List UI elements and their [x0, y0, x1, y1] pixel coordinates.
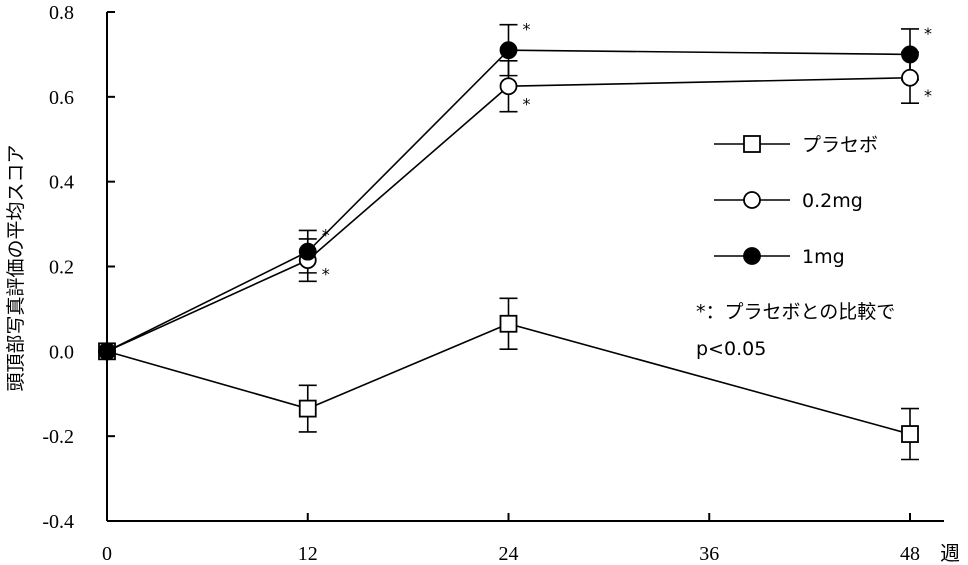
y-tick-label: 0.6	[49, 87, 74, 109]
x-axis-unit-label: 週	[940, 542, 960, 565]
legend-label: プラセボ	[802, 134, 878, 156]
significance-star: *	[523, 95, 531, 114]
data-point	[298, 399, 317, 418]
series-line	[106, 322, 911, 435]
significance-star: *	[322, 264, 330, 283]
data-point	[743, 247, 761, 265]
significance-star: *	[322, 225, 330, 244]
data-point	[499, 314, 518, 333]
legend-entry: 1mg	[714, 246, 845, 268]
series-0	[106, 297, 919, 461]
legend-entry: 0.2mg	[714, 190, 863, 212]
legend: プラセボ 0.2mg 1mg	[714, 134, 878, 268]
significance-star: *	[924, 86, 932, 105]
data-point	[901, 68, 919, 87]
significance-note-line-2: p<0.05	[696, 338, 766, 360]
x-tick-label: 0	[102, 543, 112, 565]
data-point	[499, 41, 518, 60]
data-point	[98, 342, 116, 361]
significance-note-line-1: *：プラセボとの比較で	[696, 301, 895, 323]
significance-star: *	[523, 20, 531, 39]
series-line	[106, 76, 911, 353]
y-axis-ticks: -0.4 -0.2 0.0 0.2 0.4 0.6 0.8	[42, 2, 115, 533]
x-tick-label: 24	[499, 543, 519, 565]
legend-label: 1mg	[802, 246, 845, 268]
x-tick-label: 48	[900, 543, 920, 565]
data-point	[901, 425, 919, 443]
y-axis-label: 頭頂部写真評価の平均スコア	[5, 144, 27, 391]
data-point	[743, 135, 761, 153]
y-tick-label: 0.0	[49, 341, 74, 363]
legend-entry: プラセボ	[714, 134, 878, 156]
significance-marks: * * * * * *	[322, 20, 932, 284]
data-point	[298, 242, 317, 261]
y-tick-label: 0.4	[49, 172, 74, 194]
data-point	[743, 191, 761, 209]
significance-star: *	[924, 24, 932, 43]
series-layer	[98, 23, 919, 461]
legend-label: 0.2mg	[802, 190, 863, 212]
y-tick-label: 0.2	[49, 257, 74, 279]
series-line	[106, 49, 911, 353]
x-axis-ticks: 0 12 24 36 48	[102, 513, 920, 565]
y-tick-label: -0.4	[42, 511, 74, 533]
x-tick-label: 12	[298, 543, 318, 565]
series-markers-2	[98, 41, 919, 361]
y-tick-label: -0.2	[42, 426, 74, 448]
data-point	[499, 77, 518, 96]
y-tick-label: 0.8	[49, 2, 74, 24]
data-point	[901, 45, 919, 64]
x-tick-label: 36	[699, 543, 719, 565]
